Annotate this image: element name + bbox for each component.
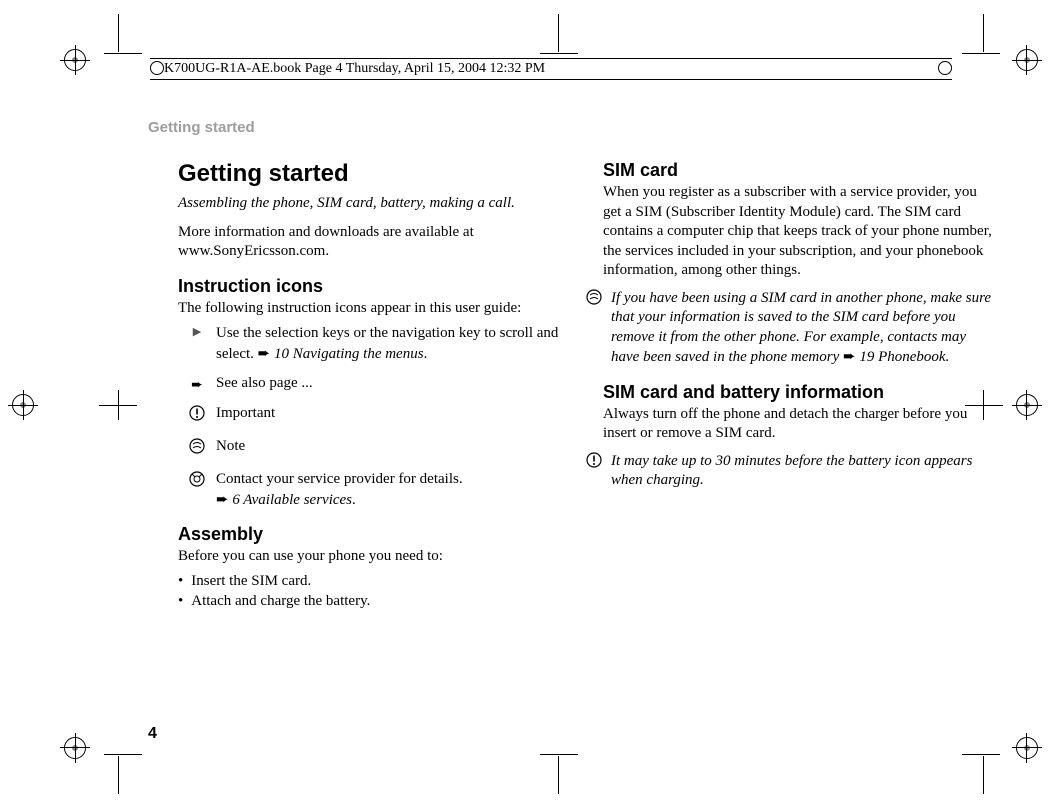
contact-icon — [188, 470, 206, 493]
header-rule — [150, 58, 952, 59]
left-column: Getting started Assembling the phone, SI… — [178, 160, 573, 611]
crop-mark — [99, 405, 137, 406]
heading-assembly: Assembly — [178, 524, 573, 545]
legend-text-a: Contact your service provider for detail… — [216, 471, 463, 487]
important-block: It may take up to 30 minutes before the … — [585, 452, 998, 491]
arrow-icon: ➨ — [216, 491, 229, 508]
arrow-icon: ➨ — [843, 348, 856, 365]
triangle-icon: ▶ — [188, 324, 206, 339]
legend-text: See also page ... — [216, 374, 573, 394]
reg-mark — [1016, 737, 1038, 759]
icons-intro: The following instruction icons appear i… — [178, 299, 573, 319]
important-icon — [188, 404, 206, 427]
list-text: Insert the SIM card. — [191, 571, 311, 591]
legend-row: Important — [188, 404, 573, 427]
legend-text: Use the selection keys or the navigation… — [216, 324, 573, 364]
battery-body: Always turn off the phone and detach the… — [603, 405, 998, 444]
crop-mark — [540, 754, 578, 755]
assembly-list: • Insert the SIM card. • Attach and charge… — [178, 571, 573, 612]
icon-legend-list: ▶ Use the selection keys or the navigati… — [188, 324, 573, 510]
crop-mark — [118, 756, 119, 794]
header-rule — [150, 79, 952, 80]
legend-text: Important — [216, 404, 573, 424]
crop-mark — [558, 756, 559, 794]
heading-sim: SIM card — [603, 160, 998, 181]
right-column: SIM card When you register as a subscrib… — [603, 160, 998, 611]
sim-body: When you register as a subscriber with a… — [603, 183, 998, 281]
crop-mark — [1012, 747, 1042, 748]
crop-mark — [75, 733, 76, 763]
crop-mark — [118, 14, 119, 52]
legend-row: Contact your service provider for detail… — [188, 470, 573, 510]
crop-mark — [23, 390, 24, 420]
legend-row: Note — [188, 437, 573, 460]
list-text: Attach and charge the battery. — [191, 591, 370, 611]
arrow-icon: ➨ — [188, 374, 206, 393]
note-ref: 19 Phonebook. — [859, 349, 949, 365]
arrow-icon: ➨ — [258, 345, 271, 362]
list-item: • Attach and charge the battery. — [178, 591, 573, 611]
crop-mark — [1012, 60, 1042, 61]
legend-ref: 6 Available services — [232, 492, 352, 508]
legend-text: Contact your service provider for detail… — [216, 470, 573, 510]
note-block: If you have been using a SIM card in ano… — [585, 289, 998, 368]
note-icon — [188, 437, 206, 460]
crop-mark — [104, 53, 142, 54]
crop-mark — [558, 14, 559, 52]
note-text: If you have been using a SIM card in ano… — [611, 289, 998, 368]
important-icon — [585, 452, 603, 475]
heading-battery: SIM card and battery information — [603, 382, 998, 403]
running-head: Getting started — [148, 119, 255, 136]
framemaker-header: K700UG-R1A-AE.book Page 4 Thursday, Apri… — [164, 61, 545, 77]
legend-row: ▶ Use the selection keys or the navigati… — [188, 324, 573, 364]
important-text: It may take up to 30 minutes before the … — [611, 452, 998, 491]
page-number: 4 — [148, 725, 157, 743]
bullet-icon: • — [178, 571, 183, 591]
crop-mark — [1026, 390, 1027, 420]
legend-ref: 10 Navigating the menus — [274, 346, 424, 362]
heading-instruction-icons: Instruction icons — [178, 276, 573, 297]
crop-mark — [983, 14, 984, 52]
intro-text: More information and downloads are avail… — [178, 223, 573, 262]
list-item: • Insert the SIM card. — [178, 571, 573, 591]
crop-mark — [1026, 45, 1027, 75]
crop-mark — [104, 754, 142, 755]
subtitle: Assembling the phone, SIM card, battery,… — [178, 194, 573, 213]
header-hole-icon — [938, 61, 952, 75]
crop-mark — [75, 45, 76, 75]
page-title: Getting started — [178, 160, 573, 188]
crop-mark — [983, 756, 984, 794]
period: . — [352, 492, 356, 508]
note-icon — [585, 289, 603, 312]
bullet-icon: • — [178, 591, 183, 611]
legend-text: Note — [216, 437, 573, 457]
assembly-intro: Before you can use your phone you need t… — [178, 547, 573, 567]
legend-row: ➨ See also page ... — [188, 374, 573, 394]
crop-mark — [540, 53, 578, 54]
header-hole-icon — [150, 61, 164, 75]
crop-mark — [1012, 405, 1042, 406]
crop-mark — [962, 754, 1000, 755]
content-area: Getting started Assembling the phone, SI… — [178, 160, 998, 611]
crop-mark — [1026, 733, 1027, 763]
period: . — [424, 346, 428, 362]
crop-mark — [962, 53, 1000, 54]
